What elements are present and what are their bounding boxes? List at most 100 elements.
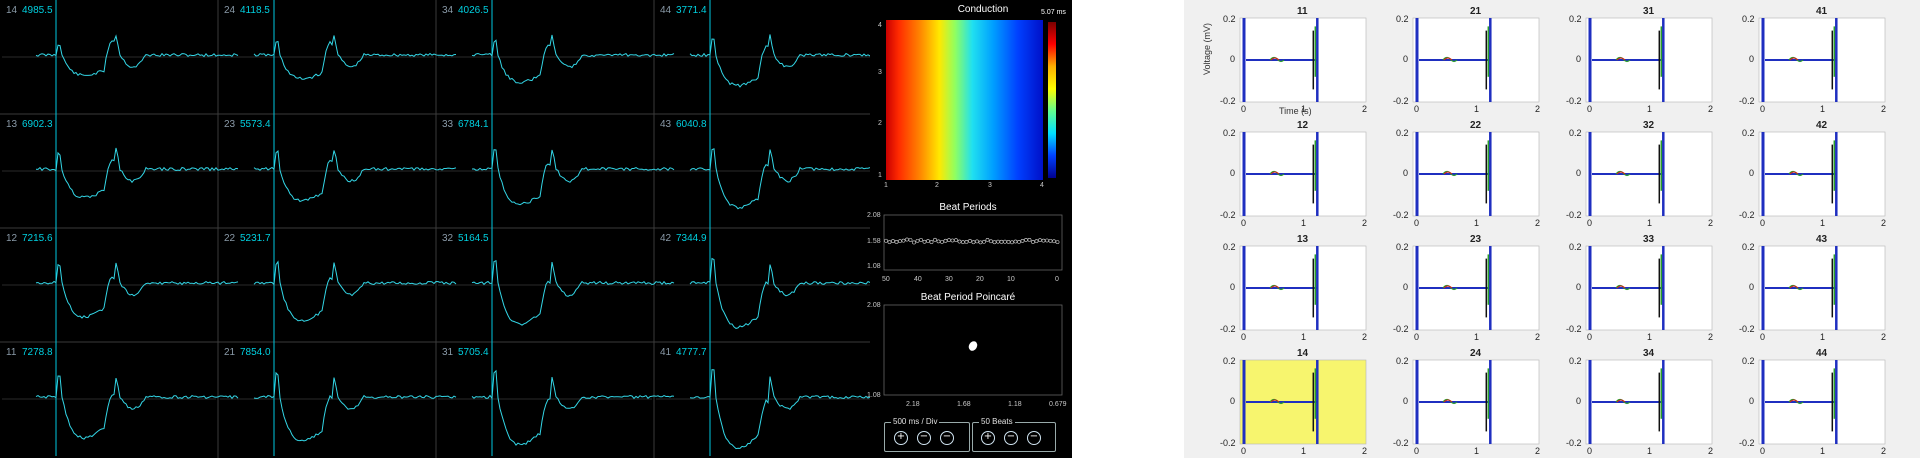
poincare-y-tick: 2.08 bbox=[867, 302, 881, 309]
x-tick: 1 bbox=[1647, 218, 1653, 228]
beat-period-point bbox=[985, 238, 990, 242]
x-tick: 0 bbox=[1587, 332, 1593, 342]
electrode-trace bbox=[35, 34, 239, 77]
x-tick: 2 bbox=[1535, 218, 1541, 228]
electrode-trace bbox=[689, 148, 870, 210]
poincare-y-tick: 1.08 bbox=[867, 392, 881, 399]
zoom-out-beats-icon[interactable]: − bbox=[1027, 431, 1041, 445]
beat-period-point bbox=[898, 239, 902, 244]
y-tick: 0.2 bbox=[1742, 128, 1755, 138]
beat-period-point bbox=[964, 239, 969, 244]
x-tick: 1 bbox=[1301, 218, 1307, 228]
y-tick: 0.2 bbox=[1569, 356, 1582, 366]
electrode-id: 21 bbox=[224, 347, 236, 358]
x-tick: 1 bbox=[1474, 218, 1480, 228]
conduction-heatmap bbox=[886, 20, 1043, 180]
electrode-id: 42 bbox=[660, 233, 672, 244]
beat-period-point bbox=[884, 238, 888, 243]
beat-period-point bbox=[971, 240, 976, 245]
electrode-value: 4985.5 bbox=[22, 5, 53, 16]
y-tick: 0.2 bbox=[1569, 14, 1582, 24]
y-tick: -0.2 bbox=[1739, 324, 1755, 334]
electrode-trace bbox=[253, 35, 457, 80]
x-tick: 2 bbox=[1535, 332, 1541, 342]
beat-waveform bbox=[1616, 57, 1626, 61]
zoom-reset-time-icon[interactable]: − bbox=[917, 431, 931, 445]
beat-period-point bbox=[999, 239, 1004, 244]
y-tick: -0.2 bbox=[1220, 438, 1236, 448]
subplot-title: 23 bbox=[1470, 234, 1482, 245]
poincare-x-tick: 0.679 bbox=[1049, 401, 1067, 408]
subplot-title: 12 bbox=[1297, 120, 1309, 131]
x-tick: 1 bbox=[1647, 446, 1653, 456]
beat-waveform bbox=[1442, 398, 1458, 405]
beat-waveform bbox=[1615, 398, 1631, 405]
electrode-value: 6040.8 bbox=[676, 119, 707, 130]
beat-period-point bbox=[957, 239, 962, 244]
voltage-axis-label: Voltage (mV) bbox=[1202, 22, 1212, 76]
electrode-id: 24 bbox=[224, 5, 236, 16]
x-tick: 2 bbox=[1362, 218, 1368, 228]
beat-waveform bbox=[1788, 56, 1804, 63]
electrode-trace bbox=[689, 257, 870, 329]
electrode-id: 31 bbox=[442, 347, 454, 358]
poincare-x-tick: 1.18 bbox=[1008, 401, 1022, 408]
y-tick: -0.2 bbox=[1739, 96, 1755, 106]
beat-period-point bbox=[950, 238, 955, 243]
beat-period-point bbox=[1038, 238, 1042, 243]
electrode-id: 44 bbox=[660, 5, 672, 16]
mea-viewer-panel: Conduction 5.07 ms 4 3 2 1 1 2 3 4 Beat … bbox=[0, 0, 1072, 458]
beat-period-point bbox=[1055, 240, 1060, 244]
electrode-trace bbox=[689, 34, 870, 88]
y-tick: 0.2 bbox=[1223, 242, 1236, 252]
beat-period-point bbox=[891, 239, 895, 243]
matlab-figure: Voltage (mV) Time (s) 11 0.2 0 -0.2 0 1 2 21 0.2… bbox=[1184, 0, 1920, 458]
beat-period-point bbox=[1031, 240, 1035, 244]
y-tick: -0.2 bbox=[1393, 438, 1409, 448]
subplot-title: 42 bbox=[1816, 120, 1828, 131]
x-tick: 1 bbox=[1820, 104, 1826, 114]
beat-waveform bbox=[1615, 56, 1631, 63]
beat-period-point bbox=[926, 239, 930, 243]
beat-periods-x-tick: 10 bbox=[1007, 276, 1015, 283]
zoom-out-time-icon[interactable]: − bbox=[940, 431, 954, 445]
zoom-in-beats-icon[interactable]: + bbox=[981, 431, 995, 445]
zoom-in-time-icon[interactable]: + bbox=[894, 431, 908, 445]
x-tick: 2 bbox=[1881, 446, 1887, 456]
electrode-trace bbox=[253, 371, 457, 442]
subplot-title: 22 bbox=[1470, 120, 1482, 131]
x-tick: 1 bbox=[1820, 446, 1826, 456]
beat-waveform bbox=[1789, 57, 1799, 61]
time-scale-control: 500 ms / Div + − − bbox=[884, 417, 970, 452]
x-tick: 1 bbox=[1820, 218, 1826, 228]
beats-scale-control: 50 Beats + − − bbox=[972, 417, 1056, 452]
electrode-id: 34 bbox=[442, 5, 454, 16]
zoom-reset-beats-icon[interactable]: − bbox=[1004, 431, 1018, 445]
beat-waveform bbox=[1616, 171, 1626, 175]
y-tick: -0.2 bbox=[1220, 96, 1236, 106]
x-tick: 2 bbox=[1362, 332, 1368, 342]
electrode-id: 12 bbox=[6, 233, 18, 244]
conduction-y-tick: 2 bbox=[878, 120, 882, 127]
electrode-trace bbox=[471, 369, 675, 446]
y-tick: 0.2 bbox=[1223, 356, 1236, 366]
electrode-trace bbox=[471, 34, 675, 84]
beat-period-point bbox=[1041, 238, 1046, 243]
y-tick: 0.2 bbox=[1396, 356, 1409, 366]
conduction-y-tick: 3 bbox=[878, 69, 882, 76]
electrode-value: 6784.1 bbox=[458, 119, 489, 130]
subplot-title: 44 bbox=[1816, 348, 1828, 359]
beat-period-point bbox=[996, 239, 1000, 244]
beat-period-point bbox=[1003, 239, 1007, 244]
poincare-x-tick: 1.68 bbox=[957, 401, 971, 408]
beat-period-point bbox=[1027, 237, 1032, 242]
electrode-id: 22 bbox=[224, 233, 236, 244]
electrode-value: 4777.7 bbox=[676, 347, 707, 358]
x-tick: 0 bbox=[1414, 218, 1420, 228]
conduction-title: Conduction bbox=[957, 4, 1009, 15]
x-tick: 2 bbox=[1535, 104, 1541, 114]
beat-waveform bbox=[1443, 285, 1453, 289]
beat-period-point bbox=[936, 239, 941, 244]
beat-periods-x-tick: 40 bbox=[914, 276, 922, 283]
beat-periods-title: Beat Periods bbox=[939, 202, 997, 213]
